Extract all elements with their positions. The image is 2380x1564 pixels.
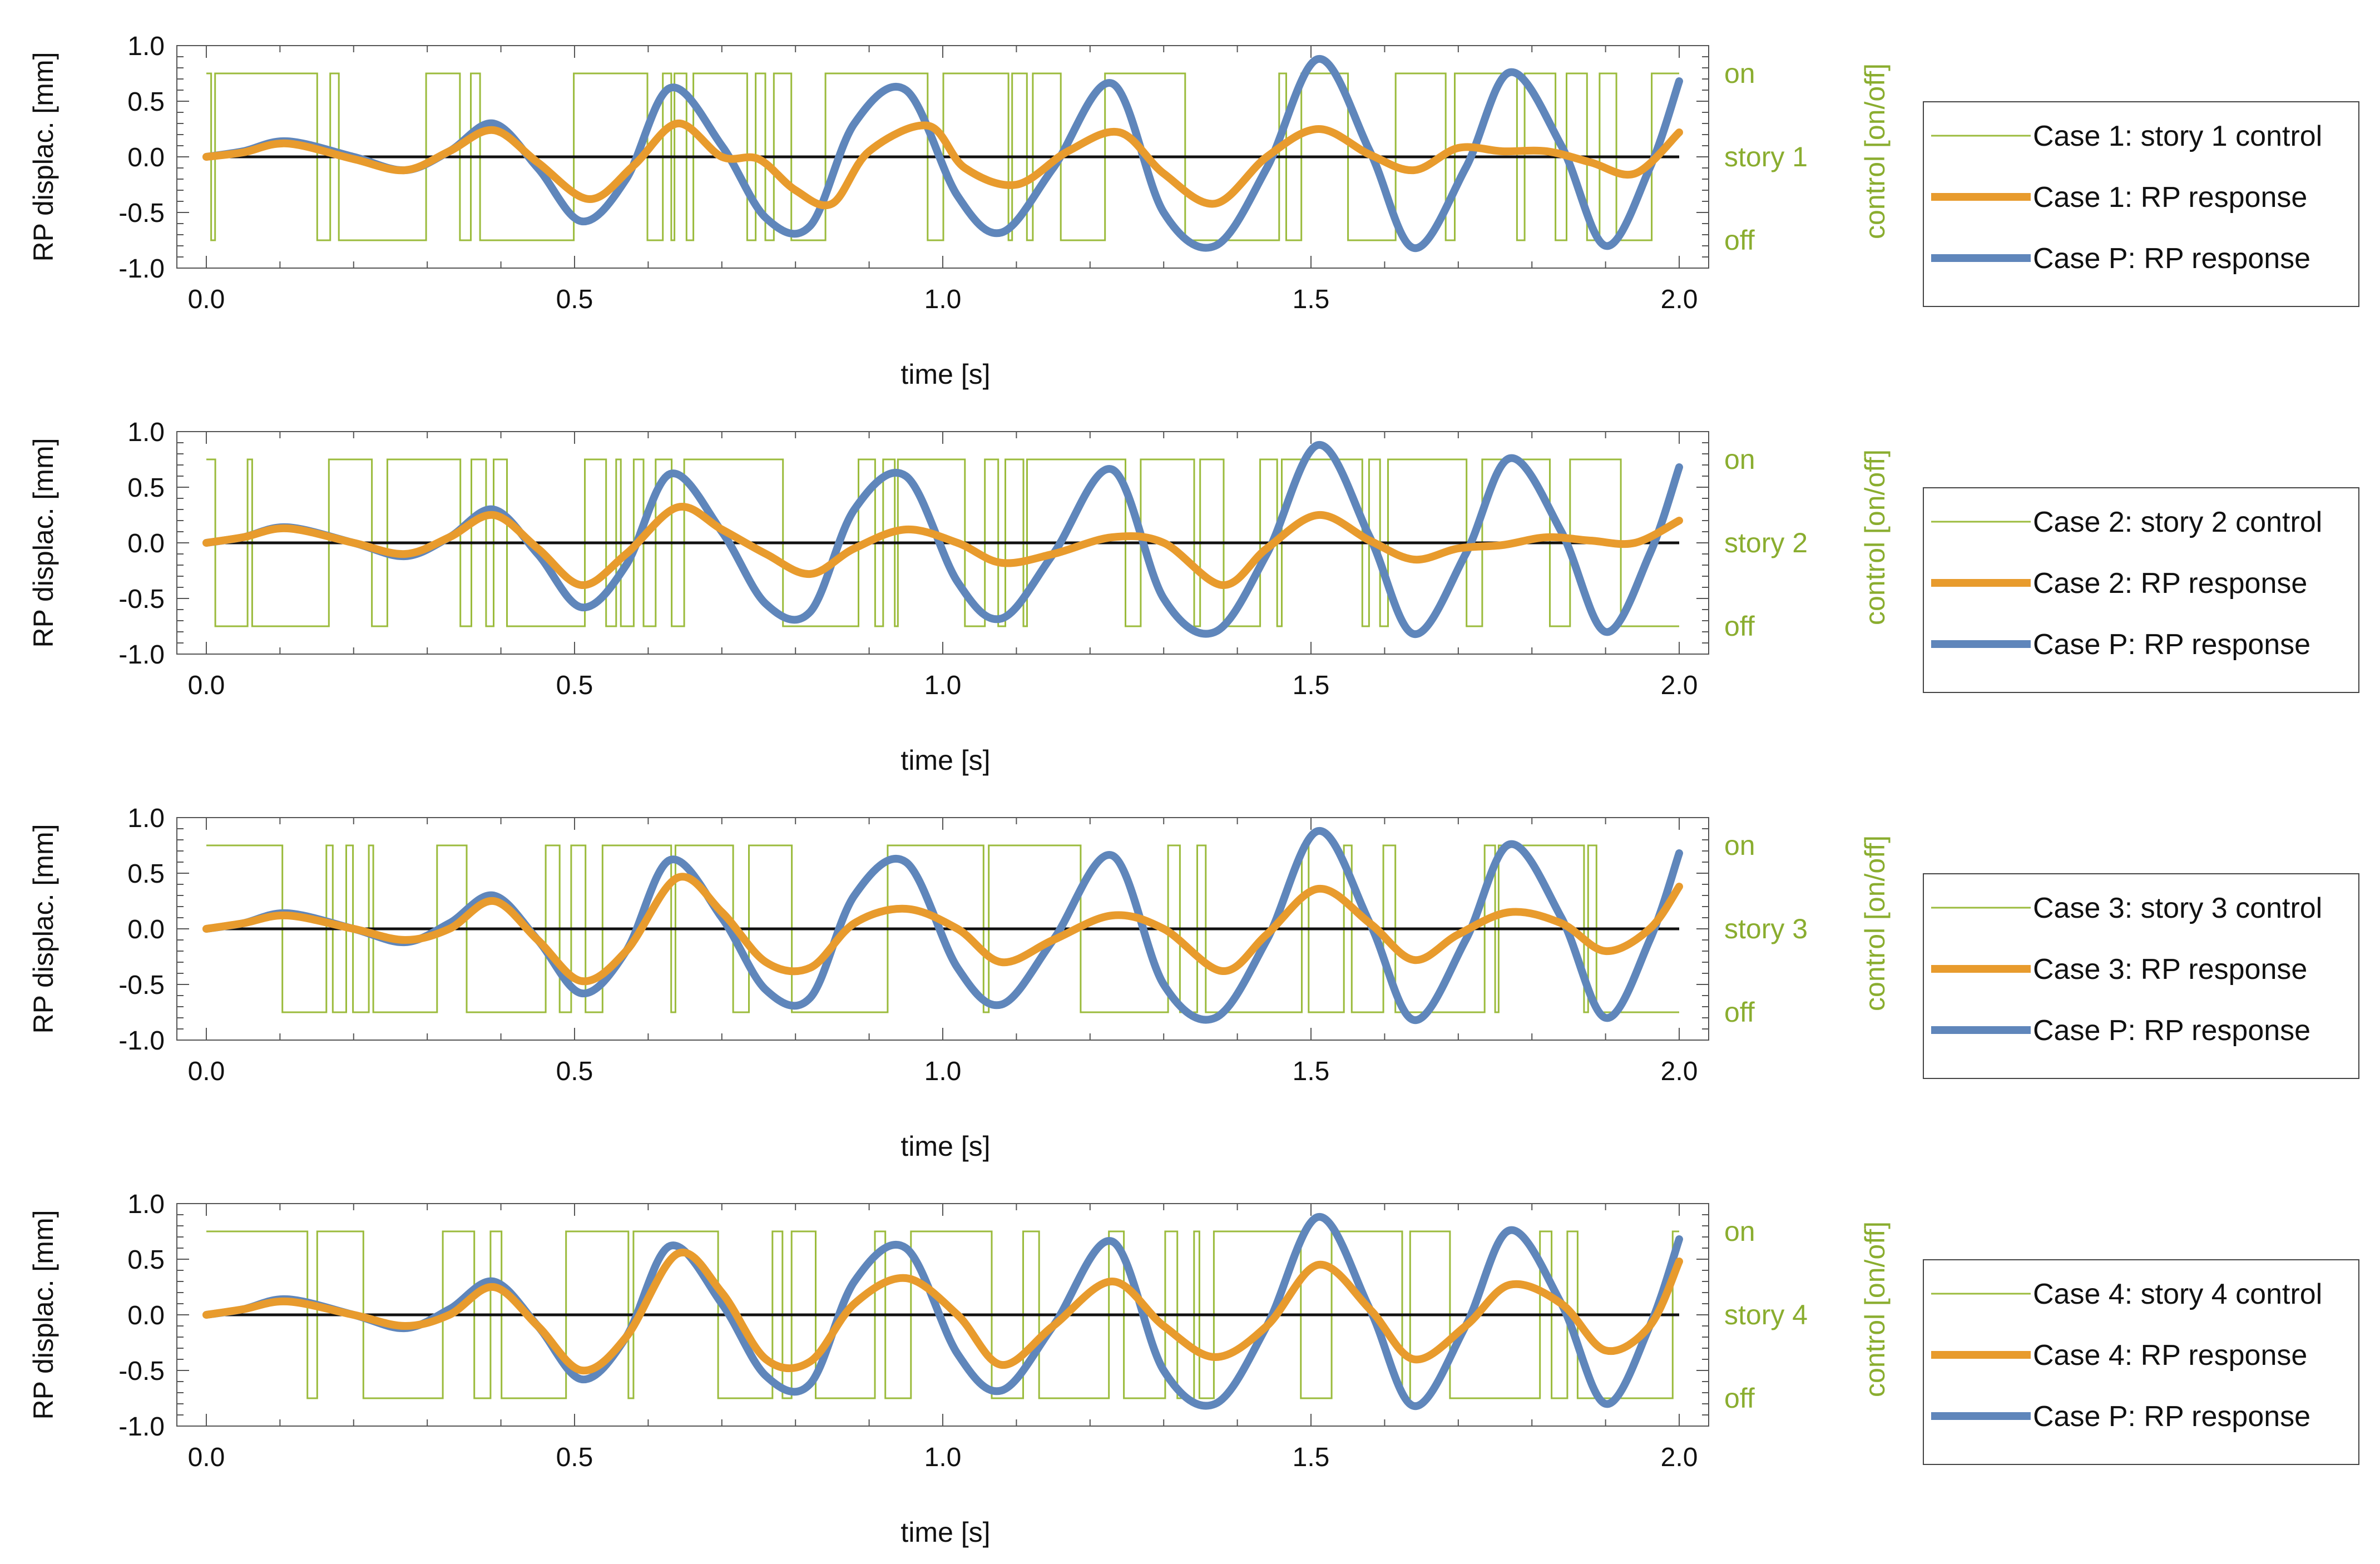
x-axis-title: time [s] bbox=[900, 1517, 990, 1548]
control-on-label: on bbox=[1724, 444, 1755, 475]
control-on-label: on bbox=[1724, 1216, 1755, 1247]
x-tick-label: 0.5 bbox=[556, 1443, 593, 1472]
x-tick-label: 1.5 bbox=[1293, 285, 1330, 314]
y-tick-label: -0.5 bbox=[118, 1357, 165, 1386]
y-tick-label: 0.5 bbox=[127, 859, 165, 889]
y-tick-label: -1.0 bbox=[118, 254, 165, 284]
chart-panel-2: 0.0 0.5 1.0 1.5 2.0 1.0 0.5 0.0 -0.5 -1.0 time [s]… bbox=[28, 418, 2359, 776]
y-tick-label: -0.5 bbox=[118, 585, 165, 614]
y-tick-label: 0.0 bbox=[127, 1301, 165, 1330]
legend-entry: Case P: RP response bbox=[2033, 1014, 2310, 1047]
y-tick-label: 1.0 bbox=[127, 1190, 165, 1219]
control-axis-title: control [on/off] bbox=[1859, 835, 1891, 1011]
y-tick-label: -0.5 bbox=[118, 971, 165, 1000]
legend-entry: Case 3: story 3 control bbox=[2033, 892, 2322, 924]
control-on-label: on bbox=[1724, 830, 1755, 861]
y-tick-label: 0.5 bbox=[127, 87, 165, 117]
legend-entry: Case 3: RP response bbox=[2033, 953, 2307, 986]
x-axis-title: time [s] bbox=[900, 745, 990, 776]
x-tick-label: 2.0 bbox=[1661, 1443, 1698, 1472]
legend-entry: Case P: RP response bbox=[2033, 1400, 2310, 1433]
x-tick-label: 1.0 bbox=[924, 1443, 962, 1472]
legend-entry: Case 2: story 2 control bbox=[2033, 506, 2322, 538]
y-tick-label: 0.5 bbox=[127, 1245, 165, 1275]
legend: Case 2: story 2 control Case 2: RP respon… bbox=[1923, 487, 2359, 693]
x-axis-title: time [s] bbox=[900, 359, 990, 390]
x-tick-label: 1.5 bbox=[1293, 671, 1330, 700]
legend: Case 3: story 3 control Case 3: RP respon… bbox=[1923, 873, 2359, 1079]
legend-entry: Case P: RP response bbox=[2033, 242, 2310, 275]
x-tick-label: 0.5 bbox=[556, 1057, 593, 1086]
legend-entry: Case 1: story 1 control bbox=[2033, 120, 2322, 152]
x-tick-label: 0.0 bbox=[188, 285, 225, 314]
chart-panel-1: 0.0 0.5 1.0 1.5 2.0 1.0 0.5 0.0 -0.5 -1.0 time [s]… bbox=[28, 32, 2359, 390]
control-off-label: off bbox=[1724, 611, 1755, 642]
legend-entry: Case 2: RP response bbox=[2033, 567, 2307, 600]
control-on-label: on bbox=[1724, 58, 1755, 89]
x-axis-title: time [s] bbox=[900, 1131, 990, 1162]
y-axis-title: RP displac. [mm] bbox=[28, 824, 59, 1034]
control-story-label: story 1 bbox=[1724, 141, 1808, 172]
legend-entry: Case 4: RP response bbox=[2033, 1339, 2307, 1372]
control-story-label: story 4 bbox=[1724, 1299, 1808, 1330]
x-tick-label: 0.5 bbox=[556, 285, 593, 314]
y-tick-label: 0.5 bbox=[127, 473, 165, 503]
control-off-label: off bbox=[1724, 997, 1755, 1028]
case-rp-response-line bbox=[202, 503, 1683, 589]
y-tick-label: 1.0 bbox=[127, 418, 165, 447]
control-story-label: story 3 bbox=[1724, 913, 1808, 944]
x-tick-label: 2.0 bbox=[1661, 285, 1698, 314]
y-axis-title: RP displac. [mm] bbox=[28, 52, 59, 262]
case-rp-response-line bbox=[202, 1248, 1683, 1375]
control-off-label: off bbox=[1724, 225, 1755, 256]
y-tick-label: -0.5 bbox=[118, 199, 165, 228]
x-tick-label: 2.0 bbox=[1661, 1057, 1698, 1086]
x-tick-label: 1.5 bbox=[1293, 1443, 1330, 1472]
case-p-response-line bbox=[202, 1213, 1683, 1410]
chart-panel-4: 0.0 0.5 1.0 1.5 2.0 1.0 0.5 0.0 -0.5 -1.0 time [s]… bbox=[28, 1190, 2359, 1548]
y-tick-label: -1.0 bbox=[118, 640, 165, 670]
x-tick-label: 2.0 bbox=[1661, 671, 1698, 700]
x-tick-label: 1.0 bbox=[924, 1057, 962, 1086]
y-tick-label: 0.0 bbox=[127, 529, 165, 558]
y-tick-label: 0.0 bbox=[127, 143, 165, 172]
x-tick-label: 0.5 bbox=[556, 671, 593, 700]
control-story-label: story 2 bbox=[1724, 527, 1808, 558]
x-tick-label: 0.0 bbox=[188, 1057, 225, 1086]
legend-entry: Case 4: story 4 control bbox=[2033, 1278, 2322, 1310]
x-tick-label: 1.0 bbox=[924, 285, 962, 314]
x-tick-label: 0.0 bbox=[188, 1443, 225, 1472]
y-tick-label: -1.0 bbox=[118, 1026, 165, 1056]
legend-entry: Case P: RP response bbox=[2033, 628, 2310, 661]
legend-entry: Case 1: RP response bbox=[2033, 181, 2307, 214]
control-axis-title: control [on/off] bbox=[1859, 1221, 1891, 1397]
control-off-label: off bbox=[1724, 1383, 1755, 1414]
y-tick-label: 1.0 bbox=[127, 804, 165, 833]
y-axis-title: RP displac. [mm] bbox=[28, 1210, 59, 1420]
control-signal-line bbox=[206, 1230, 1679, 1399]
chart-panel-3: 0.0 0.5 1.0 1.5 2.0 1.0 0.5 0.0 -0.5 -1.0 time [s]… bbox=[28, 804, 2359, 1162]
case-rp-response-line bbox=[202, 120, 1683, 210]
x-tick-label: 1.5 bbox=[1293, 1057, 1330, 1086]
legend: Case 4: story 4 control Case 4: RP respon… bbox=[1923, 1259, 2359, 1465]
y-tick-label: 1.0 bbox=[127, 32, 165, 61]
y-axis-title: RP displac. [mm] bbox=[28, 438, 59, 648]
control-axis-title: control [on/off] bbox=[1859, 449, 1891, 625]
legend: Case 1: story 1 control Case 1: RP respon… bbox=[1923, 101, 2359, 307]
x-tick-label: 0.0 bbox=[188, 671, 225, 700]
control-axis-title: control [on/off] bbox=[1859, 63, 1891, 239]
y-tick-label: 0.0 bbox=[127, 915, 165, 944]
case-p-response-line bbox=[202, 827, 1683, 1024]
case-rp-response-line bbox=[202, 873, 1683, 986]
y-tick-label: -1.0 bbox=[118, 1412, 165, 1442]
x-tick-label: 1.0 bbox=[924, 671, 962, 700]
